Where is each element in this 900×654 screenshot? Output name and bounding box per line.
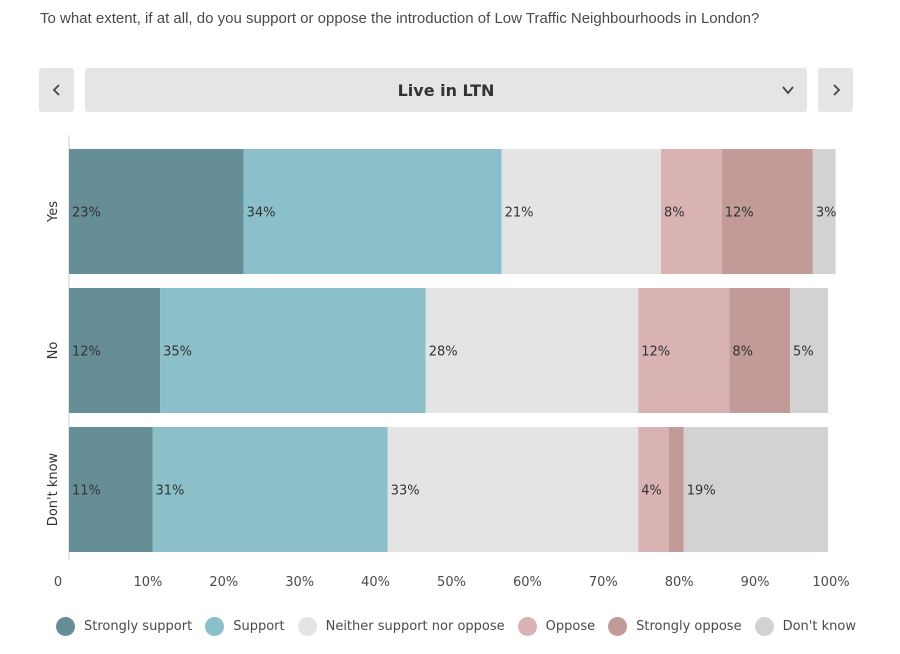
bar-segment bbox=[721, 149, 813, 274]
legend-swatch bbox=[205, 617, 225, 636]
data-label: 8% bbox=[664, 206, 685, 221]
x-tick-label: 100% bbox=[812, 575, 849, 590]
chevron-left-icon bbox=[52, 84, 60, 96]
legend-label: Don't know bbox=[782, 619, 856, 634]
legend-label: Strongly oppose bbox=[636, 619, 742, 634]
bar-segment bbox=[790, 288, 828, 413]
chevron-right-icon bbox=[832, 84, 840, 96]
bar-segment bbox=[425, 288, 639, 413]
x-tick-label: 10% bbox=[133, 575, 162, 590]
data-label: 28% bbox=[429, 345, 458, 360]
legend-item[interactable]: Support bbox=[205, 617, 285, 636]
bar-segment bbox=[729, 288, 791, 413]
bar-segment bbox=[638, 427, 669, 552]
bar-segment bbox=[387, 427, 639, 552]
x-tick-label: 40% bbox=[361, 575, 390, 590]
legend-label: Neither support nor oppose bbox=[325, 619, 505, 634]
data-label: 4% bbox=[641, 484, 662, 499]
next-button[interactable] bbox=[818, 68, 853, 112]
legend-label: Strongly support bbox=[84, 619, 193, 634]
x-tick-label: 20% bbox=[209, 575, 238, 590]
bar-segment bbox=[243, 149, 502, 274]
data-label: 12% bbox=[641, 345, 670, 360]
bar-segment bbox=[661, 149, 722, 274]
bar-segment bbox=[668, 427, 684, 552]
bar-segment bbox=[69, 288, 161, 413]
data-label: 3% bbox=[816, 206, 837, 221]
bar-segment bbox=[638, 288, 730, 413]
chevron-down-icon bbox=[782, 86, 794, 95]
legend-item[interactable]: Neither support nor oppose bbox=[297, 617, 505, 636]
stacked-bar-chart: 23% 34% 21% 8% 12% 3% Yes 12% 35% 28% 12% 8% 5% No 11%… bbox=[46, 135, 850, 590]
x-tick-label: 0 bbox=[54, 575, 62, 590]
legend-swatch bbox=[297, 617, 317, 636]
data-label: 33% bbox=[391, 484, 420, 499]
legend-item[interactable]: Strongly oppose bbox=[608, 617, 742, 636]
category-label: Don't know bbox=[46, 452, 61, 526]
legend-label: Oppose bbox=[545, 619, 596, 634]
data-label: 12% bbox=[72, 345, 101, 360]
data-label: 31% bbox=[155, 484, 184, 499]
legend-swatch bbox=[608, 617, 628, 636]
x-tick-label: 50% bbox=[437, 575, 466, 590]
legend-swatch bbox=[517, 617, 537, 636]
legend-item[interactable]: Oppose bbox=[517, 617, 596, 636]
filter-dropdown-label: Live in LTN bbox=[397, 80, 495, 100]
category-label: Yes bbox=[46, 201, 61, 223]
data-label: 23% bbox=[72, 206, 101, 221]
x-tick-label: 90% bbox=[741, 575, 770, 590]
data-label: 34% bbox=[247, 206, 276, 221]
x-tick-label: 30% bbox=[285, 575, 314, 590]
data-label: 5% bbox=[793, 345, 814, 360]
data-label: 19% bbox=[687, 484, 716, 499]
legend-swatch bbox=[754, 617, 774, 636]
data-label: 11% bbox=[72, 484, 101, 499]
bar-segment bbox=[683, 427, 828, 552]
bar-segment bbox=[69, 149, 244, 274]
x-tick-label: 60% bbox=[513, 575, 542, 590]
legend-label: Support bbox=[233, 619, 285, 634]
legend-item[interactable]: Don't know bbox=[754, 617, 856, 636]
data-label: 21% bbox=[505, 206, 534, 221]
bar-segment bbox=[152, 427, 388, 552]
legend-swatch bbox=[56, 617, 75, 636]
bar-segment bbox=[69, 427, 153, 552]
data-label: 12% bbox=[725, 206, 754, 221]
bar-segment bbox=[501, 149, 662, 274]
category-label: No bbox=[46, 342, 61, 360]
bar-segment bbox=[812, 149, 836, 274]
data-label: 8% bbox=[732, 345, 753, 360]
bar-segment bbox=[160, 288, 426, 413]
x-tick-label: 80% bbox=[665, 575, 694, 590]
previous-button[interactable] bbox=[39, 68, 74, 112]
question-text: To what extent, if at all, do you suppor… bbox=[40, 10, 760, 27]
filter-dropdown[interactable]: Live in LTN bbox=[85, 68, 807, 112]
chart-legend: Strongly support Support Neither support n… bbox=[56, 617, 869, 636]
data-label: 35% bbox=[163, 345, 192, 360]
legend-item[interactable]: Strongly support bbox=[56, 617, 192, 636]
x-tick-label: 70% bbox=[589, 575, 618, 590]
